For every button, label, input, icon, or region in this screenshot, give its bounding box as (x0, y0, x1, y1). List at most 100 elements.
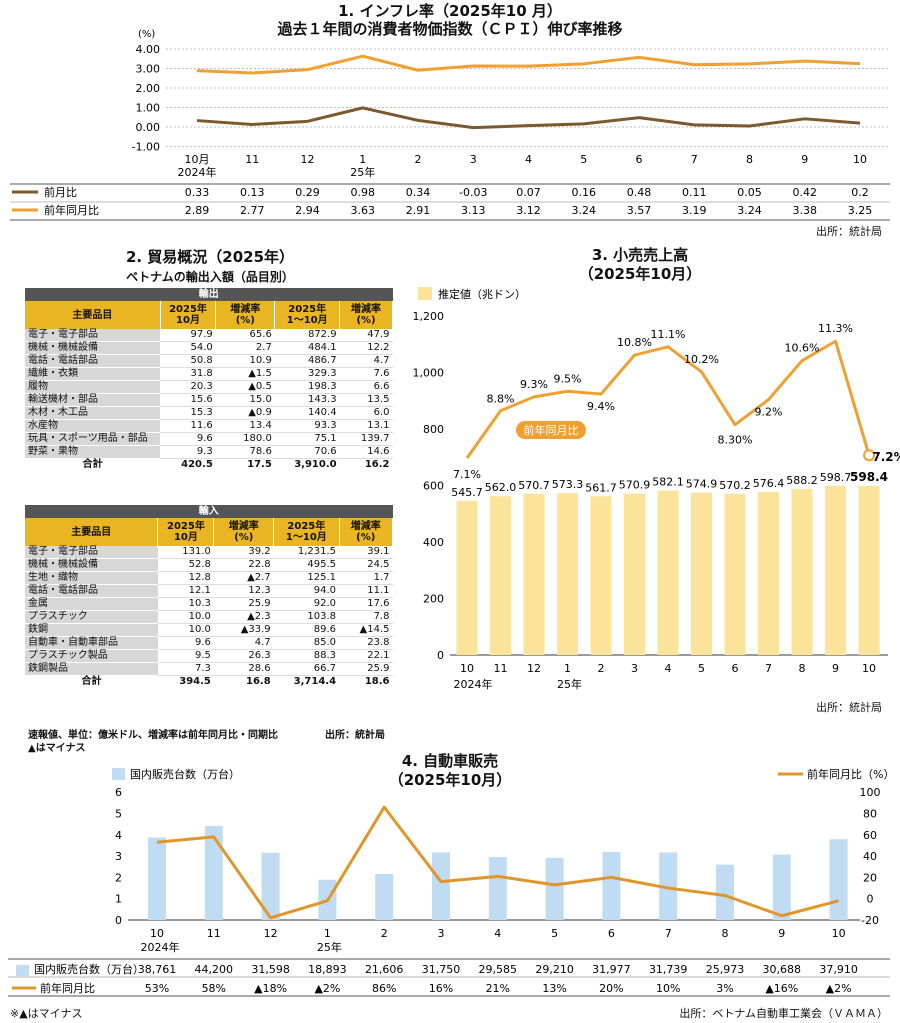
trade-cell: 9.6 (157, 636, 214, 650)
table-row: 木材・木工品 15.3 ▲0.9 140.4 6.0 (25, 406, 393, 420)
retail-growth-label: 11.3% (818, 322, 853, 335)
trade-cell: 自動車・自動車部品 (25, 636, 158, 650)
retail-x-tick: 10 (460, 662, 474, 675)
retail-x-tick: 8 (799, 662, 806, 675)
trade-header-cell: 2025年 1～10月 (273, 518, 340, 546)
table-row: 水産物 11.6 13.4 93.3 13.1 (25, 419, 393, 433)
trade-section-header: 輸出 (25, 288, 393, 301)
trade-header-row: 主要品目 2025年 10月 増減率 (%) 2025年 1～10月 増減率 (%) (25, 301, 393, 329)
cpi-data-label: 3.24 (737, 204, 762, 217)
retail-x-tick: 11 (494, 662, 508, 675)
auto-y-tick: 1 (115, 893, 122, 906)
trade-subtitle: ベトナムの輸出入額（品目別） (126, 270, 294, 284)
auto-bar-value: 31,977 (592, 963, 631, 976)
trade-header-cell: 主要品目 (25, 301, 161, 329)
auto-growth-value: 13% (542, 982, 566, 995)
trade-cell: 電子・電子部品 (25, 329, 161, 342)
retail-title: 3. 小売売上高 （2025年10月） (420, 246, 860, 284)
trade-cell: ▲14.5 (339, 623, 393, 637)
retail-x-tick: 2 (598, 662, 605, 675)
trade-total-cell: 16.8 (213, 675, 274, 688)
retail-bar-label: 588.2 (786, 474, 818, 487)
retail-x-tick: 5 (698, 662, 705, 675)
trade-cell: 22.8 (213, 558, 274, 572)
cpi-x-tick: 8 (746, 153, 753, 166)
trade-cell: 94.0 (273, 584, 340, 598)
trade-cell: 75.1 (274, 432, 340, 446)
auto-growth-value: 86% (372, 982, 396, 995)
table-row: 自動車・自動車部品 9.6 4.7 85.0 23.8 (25, 636, 393, 650)
cpi-data-label: 0.2 (851, 186, 869, 199)
auto-x-tick: 11 (207, 927, 221, 940)
retail-bar-label: 561.7 (585, 481, 617, 494)
cpi-data-label: 2.91 (406, 204, 431, 217)
auto-bar-value: 31,739 (649, 963, 688, 976)
auto-bar-value: 25,973 (706, 963, 745, 976)
trade-cell: 139.7 (339, 432, 393, 446)
table-row: プラスチック製品 9.5 26.3 88.3 22.1 (25, 649, 393, 663)
cpi-data-label: 2.94 (295, 204, 320, 217)
cpi-data-label: 3.13 (461, 204, 486, 217)
trade-section-header: 輸入 (25, 505, 393, 518)
trade-cell: プラスチック製品 (25, 649, 158, 663)
retail-bar-label: 562.0 (485, 481, 517, 494)
trade-total-cell: 16.2 (339, 458, 393, 471)
trade-cell: 10.9 (215, 354, 275, 368)
cpi-x-tick: 10月 (185, 153, 210, 166)
auto-growth-value: 20% (599, 982, 623, 995)
trade-cell: 131.0 (157, 546, 214, 559)
cpi-x-tick: 5 (580, 153, 587, 166)
export-table: 輸出 主要品目 2025年 10月 増減率 (%) 2025年 1～10月 増減率 (%) 電子・電… (25, 288, 393, 471)
retail-growth-label: 10.2% (684, 353, 719, 366)
trade-cell: 28.6 (213, 662, 274, 676)
trade-cell: 4.7 (213, 636, 274, 650)
auto-x-sublabel: 25年 (317, 940, 342, 954)
cpi-y-tick: 4.00 (136, 43, 161, 56)
trade-cell: 15.0 (215, 393, 275, 407)
auto-growth-value: 16% (429, 982, 453, 995)
auto-bar-value: 18,893 (308, 963, 347, 976)
table-row: 電話・電話部品 50.8 10.9 486.7 4.7 (25, 354, 393, 368)
auto-bar-value: 37,910 (819, 963, 858, 976)
trade-cell: 電話・電話部品 (25, 354, 161, 368)
trade-cell: 7.6 (339, 367, 393, 381)
retail-x-tick: 3 (631, 662, 638, 675)
trade-cell: ▲2.3 (213, 610, 274, 624)
trade-header-cell: 増減率 (%) (339, 301, 393, 329)
trade-total-cell: 3,714.4 (273, 675, 340, 688)
auto-growth-value: 53% (145, 982, 169, 995)
trade-cell: 88.3 (273, 649, 340, 663)
cpi-y-tick: 1.00 (136, 102, 161, 115)
retail-x-tick: 12 (527, 662, 541, 675)
trade-header-cell: 2025年 1～10月 (274, 301, 341, 329)
trade-total-row: 合計 394.5 16.8 3,714.4 18.6 (25, 675, 393, 688)
retail-growth-label: 8.8% (487, 393, 515, 406)
auto-title: 4. 自動車販売 （2025年10月） (250, 752, 650, 790)
auto-x-tick: 10 (832, 927, 846, 940)
retail-growth-label: 10.8% (617, 336, 652, 349)
auto-y2-tick: 40 (863, 850, 877, 863)
auto-growth-value: ▲2% (314, 982, 340, 995)
auto-bar (602, 851, 621, 920)
cpi-source: 出所：統計局 (816, 225, 882, 238)
trade-cell: ▲33.9 (213, 623, 274, 637)
retail-x-tick: 10 (862, 662, 876, 675)
cpi-title: 1. インフレ率（2025年10 月） 過去１年間の消費者物価指数（ＣＰＩ）伸び… (0, 2, 900, 38)
cpi-x-tick: 6 (636, 153, 643, 166)
trade-cell: 生地・織物 (25, 571, 158, 585)
trade-cell: 水産物 (25, 419, 161, 433)
trade-cell: 4.7 (339, 354, 393, 368)
table-row: 電子・電子部品 97.9 65.6 872.9 47.9 (25, 329, 393, 342)
retail-growth-line (465, 339, 871, 459)
auto-x-tick: 4 (494, 927, 501, 940)
retail-y-tick: 1,000 (413, 367, 445, 380)
trade-cell: 26.3 (213, 649, 274, 663)
trade-cell: 52.8 (157, 558, 214, 572)
table-row: 野菜・果物 9.3 78.6 70.6 14.6 (25, 445, 393, 459)
trade-cell: ▲1.5 (215, 367, 275, 381)
table-row: 電話・電話部品 12.1 12.3 94.0 11.1 (25, 584, 393, 598)
cpi-x-sublabel: 2024年 (178, 165, 217, 179)
table-row: 機械・機械設備 54.0 2.7 484.1 12.2 (25, 341, 393, 355)
auto-y-tick: 4 (115, 829, 122, 842)
auto-bar (261, 852, 280, 920)
